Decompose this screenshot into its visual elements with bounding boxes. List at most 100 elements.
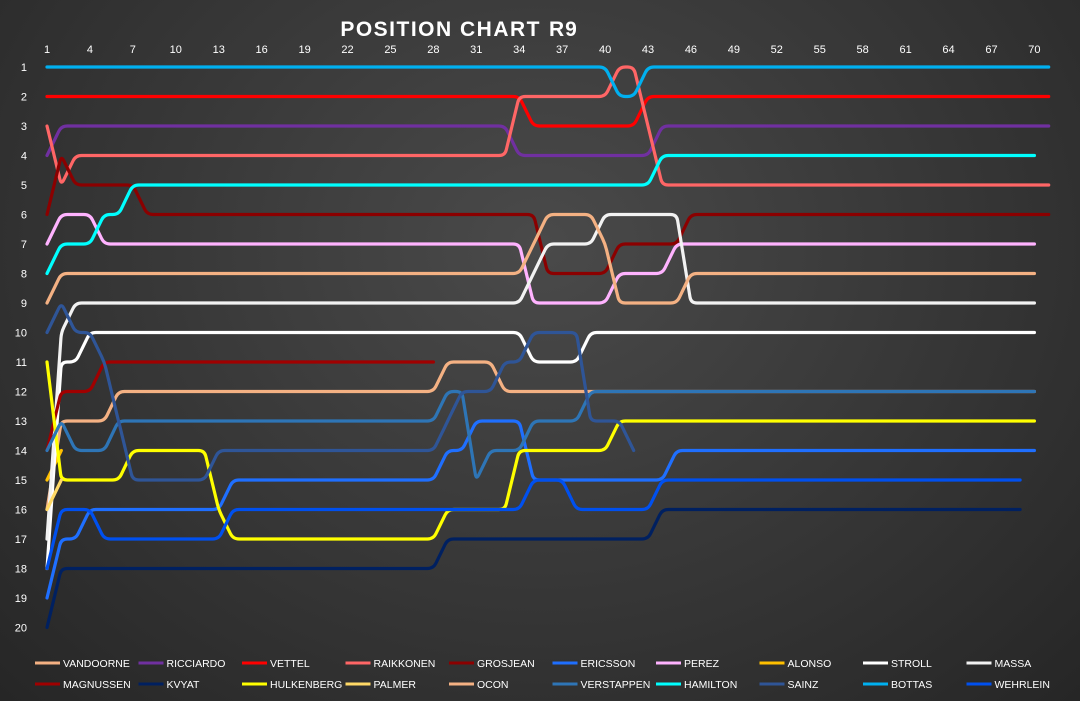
chart-subtitle: R9 <box>549 18 578 41</box>
x-tick-label: 49 <box>728 44 740 56</box>
legend-item: ALONSO <box>759 658 832 670</box>
legend-item: VERSTAPPEN <box>552 679 651 691</box>
x-tick-label: 67 <box>985 44 997 56</box>
x-tick-label: 10 <box>170 44 182 56</box>
legend-item: GROSJEAN <box>449 658 535 670</box>
x-tick-label: 52 <box>771 44 783 56</box>
legend-item: HULKENBERG <box>242 679 342 691</box>
y-tick-label: 17 <box>15 534 27 546</box>
legend-item: HAMILTON <box>656 679 737 691</box>
y-tick-label: 1 <box>21 62 27 74</box>
series-line-sainz <box>45 304 636 482</box>
legend-item: SAINZ <box>759 679 819 691</box>
y-tick-label: 3 <box>21 121 27 133</box>
legend-item: VETTEL <box>242 658 310 670</box>
series-line-grosjean <box>45 156 1051 276</box>
legend-item: KVYAT <box>138 679 200 691</box>
series-line-wehrlein <box>45 478 1022 571</box>
legend-item: PEREZ <box>656 658 720 670</box>
y-tick-label: 15 <box>15 475 27 487</box>
legend-label: OCON <box>477 679 509 691</box>
x-tick-label: 43 <box>642 44 654 56</box>
series-line-vandoorne <box>45 360 1036 512</box>
x-tick-label: 55 <box>814 44 826 56</box>
x-tick-label: 7 <box>130 44 136 56</box>
legend-item: RAIKKONEN <box>345 658 436 670</box>
series-line-hamilton <box>45 153 1036 276</box>
series-line-vettel <box>45 94 1051 128</box>
y-tick-label: 20 <box>15 623 27 635</box>
series-line-raikkonen <box>45 65 1051 187</box>
x-tick-label: 70 <box>1028 44 1040 56</box>
series-line-massa <box>45 212 1036 541</box>
series-line-palmer <box>45 478 63 512</box>
legend-item: WEHRLEIN <box>966 679 1050 691</box>
series-line-bottas <box>45 65 1051 99</box>
series-line-ocon <box>45 212 1036 305</box>
y-tick-label: 19 <box>15 593 27 605</box>
x-tick-label: 37 <box>556 44 568 56</box>
legend-item: RICCIARDO <box>138 658 226 670</box>
y-tick-label: 4 <box>21 151 27 163</box>
legend-label: STROLL <box>891 658 932 670</box>
series-line-hulkenberg <box>45 360 1036 541</box>
legend-label: HAMILTON <box>684 679 737 691</box>
x-tick-label: 28 <box>427 44 439 56</box>
x-axis: 1 4 7 10 13 16 19 22 25 28 31 34 37 40 43 46 49 52 55 58 61 6… <box>44 44 1041 56</box>
legend-label: PEREZ <box>684 658 720 670</box>
legend-label: KVYAT <box>167 679 200 691</box>
x-tick-label: 16 <box>256 44 268 56</box>
legend-item: MASSA <box>966 658 1032 670</box>
x-tick-label: 31 <box>470 44 482 56</box>
x-tick-label: 25 <box>384 44 396 56</box>
x-tick-label: 64 <box>942 44 954 56</box>
legend-item: ERICSSON <box>552 658 635 670</box>
y-tick-label: 6 <box>21 210 27 222</box>
y-tick-label: 12 <box>15 387 27 399</box>
y-tick-label: 14 <box>15 446 27 458</box>
series-line-magnussen <box>45 360 435 453</box>
y-tick-label: 11 <box>16 357 27 369</box>
legend-item: OCON <box>449 679 509 691</box>
y-tick-label: 9 <box>21 298 27 310</box>
series-line-kvyat <box>45 507 1022 630</box>
legend-label: GROSJEAN <box>477 658 535 670</box>
y-tick-label: 7 <box>21 239 27 251</box>
legend: VANDOORNE RICCIARDO VETTEL RAIKKONEN GROSJEA… <box>35 658 1050 691</box>
y-tick-label: 8 <box>21 269 27 281</box>
x-tick-label: 40 <box>599 44 611 56</box>
legend-label: VERSTAPPEN <box>581 679 651 691</box>
legend-label: BOTTAS <box>891 679 932 691</box>
legend-item: VANDOORNE <box>35 658 130 670</box>
legend-item: BOTTAS <box>863 679 932 691</box>
x-tick-label: 22 <box>341 44 353 56</box>
legend-label: WEHRLEIN <box>995 679 1050 691</box>
legend-item: STROLL <box>863 658 932 670</box>
x-tick-label: 13 <box>213 44 225 56</box>
legend-label: ALONSO <box>788 658 832 670</box>
y-tick-label: 18 <box>15 564 27 576</box>
x-tick-label: 34 <box>513 44 525 56</box>
x-tick-label: 46 <box>685 44 697 56</box>
chart-title: POSITION CHART <box>340 18 541 41</box>
x-tick-label: 4 <box>87 44 93 56</box>
legend-label: MAGNUSSEN <box>63 679 131 691</box>
x-tick-label: 58 <box>857 44 869 56</box>
legend-item: PALMER <box>345 679 416 691</box>
legend-item: MAGNUSSEN <box>35 679 131 691</box>
series-line-ricciardo <box>45 124 1051 158</box>
y-tick-label: 13 <box>15 416 27 428</box>
legend-label: VANDOORNE <box>63 658 130 670</box>
series-lines <box>45 65 1051 630</box>
legend-label: RICCIARDO <box>167 658 226 670</box>
series-line-perez <box>45 212 1036 305</box>
x-tick-label: 19 <box>298 44 310 56</box>
legend-label: MASSA <box>995 658 1032 670</box>
x-tick-label: 61 <box>899 44 911 56</box>
series-line-verstappen <box>45 389 1036 479</box>
legend-label: RAIKKONEN <box>374 658 436 670</box>
x-tick-label: 1 <box>44 44 50 56</box>
y-tick-label: 2 <box>21 92 27 104</box>
